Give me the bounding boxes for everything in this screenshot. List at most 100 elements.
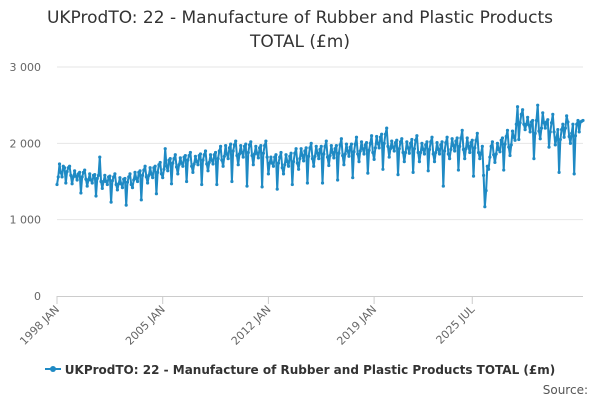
data-point[interactable] (407, 151, 411, 155)
data-point[interactable] (581, 118, 585, 123)
data-point[interactable] (269, 155, 273, 159)
data-point[interactable] (220, 158, 224, 162)
data-point[interactable] (247, 143, 252, 147)
data-point[interactable] (200, 182, 204, 187)
data-point[interactable] (75, 178, 79, 182)
data-point[interactable] (521, 108, 525, 112)
data-point[interactable] (279, 150, 283, 155)
data-point[interactable] (400, 137, 404, 141)
data-point[interactable] (230, 179, 234, 184)
data-point[interactable] (541, 111, 545, 115)
data-point[interactable] (271, 164, 276, 168)
data-point[interactable] (256, 156, 260, 160)
data-point[interactable] (60, 175, 64, 179)
data-point[interactable] (401, 150, 405, 155)
data-point[interactable] (203, 149, 208, 153)
data-point[interactable] (526, 115, 530, 119)
data-point[interactable] (547, 145, 551, 149)
data-point[interactable] (59, 170, 63, 174)
data-point[interactable] (387, 155, 391, 159)
data-point[interactable] (351, 176, 355, 180)
data-point[interactable] (211, 162, 215, 166)
data-point[interactable] (328, 153, 332, 158)
data-point[interactable] (166, 169, 170, 173)
data-point[interactable] (64, 181, 68, 185)
data-point[interactable] (201, 158, 205, 162)
data-point[interactable] (284, 153, 288, 157)
data-point[interactable] (571, 122, 575, 126)
data-point[interactable] (320, 181, 325, 185)
data-point[interactable] (528, 130, 532, 134)
data-point[interactable] (524, 122, 528, 126)
legend[interactable]: UKProdTO: 22 - Manufacture of Rubber and… (0, 363, 600, 377)
data-point[interactable] (495, 141, 500, 145)
data-point[interactable] (357, 160, 361, 164)
data-point[interactable] (435, 140, 439, 145)
data-point[interactable] (158, 160, 162, 165)
data-point[interactable] (176, 172, 180, 176)
data-point[interactable] (218, 144, 223, 148)
data-point[interactable] (188, 150, 192, 155)
data-point[interactable] (458, 144, 462, 148)
data-point[interactable] (487, 167, 491, 171)
data-point[interactable] (419, 150, 423, 155)
data-point[interactable] (127, 175, 131, 179)
data-point[interactable] (123, 176, 127, 181)
data-point[interactable] (558, 137, 562, 142)
data-point[interactable] (185, 179, 189, 184)
data-point[interactable] (105, 182, 109, 187)
data-point[interactable] (549, 121, 554, 125)
data-point[interactable] (347, 154, 351, 158)
data-point[interactable] (222, 154, 226, 158)
data-point[interactable] (445, 135, 449, 139)
data-point[interactable] (255, 151, 259, 155)
data-point[interactable] (371, 150, 375, 155)
data-point[interactable] (510, 129, 515, 133)
data-point[interactable] (398, 140, 403, 144)
data-point[interactable] (352, 150, 356, 154)
data-point[interactable] (337, 151, 341, 155)
data-point[interactable] (342, 163, 346, 167)
data-point[interactable] (460, 128, 464, 132)
data-point[interactable] (561, 122, 565, 126)
data-point[interactable] (312, 164, 316, 168)
data-point[interactable] (80, 175, 84, 179)
data-point[interactable] (291, 160, 296, 164)
data-point[interactable] (448, 157, 452, 161)
data-point[interactable] (71, 175, 75, 179)
data-point[interactable] (103, 173, 107, 177)
data-point[interactable] (232, 143, 237, 147)
data-point[interactable] (128, 172, 132, 176)
data-point[interactable] (140, 173, 145, 177)
data-point[interactable] (450, 137, 454, 141)
data-point[interactable] (191, 170, 195, 174)
data-point[interactable] (405, 140, 409, 144)
data-point[interactable] (244, 142, 248, 146)
data-point[interactable] (353, 142, 357, 146)
data-point[interactable] (109, 200, 113, 204)
data-point[interactable] (349, 142, 354, 146)
data-point[interactable] (235, 153, 239, 158)
data-point[interactable] (348, 145, 352, 149)
data-point[interactable] (70, 182, 74, 186)
data-point[interactable] (69, 173, 73, 177)
data-point[interactable] (164, 164, 169, 168)
data-point[interactable] (280, 166, 284, 170)
data-point[interactable] (372, 157, 376, 161)
data-point[interactable] (392, 149, 396, 153)
data-point[interactable] (213, 150, 218, 155)
data-point[interactable] (456, 168, 461, 172)
data-point[interactable] (192, 162, 196, 166)
data-point[interactable] (367, 148, 371, 152)
data-point[interactable] (270, 161, 274, 165)
data-point[interactable] (483, 205, 487, 209)
data-point[interactable] (492, 153, 496, 157)
data-point[interactable] (542, 121, 546, 125)
data-point[interactable] (432, 160, 437, 164)
data-point[interactable] (494, 152, 498, 156)
data-point[interactable] (380, 132, 384, 136)
data-point[interactable] (361, 147, 365, 151)
data-point[interactable] (551, 112, 555, 116)
data-point[interactable] (488, 155, 492, 159)
data-point[interactable] (402, 160, 406, 164)
